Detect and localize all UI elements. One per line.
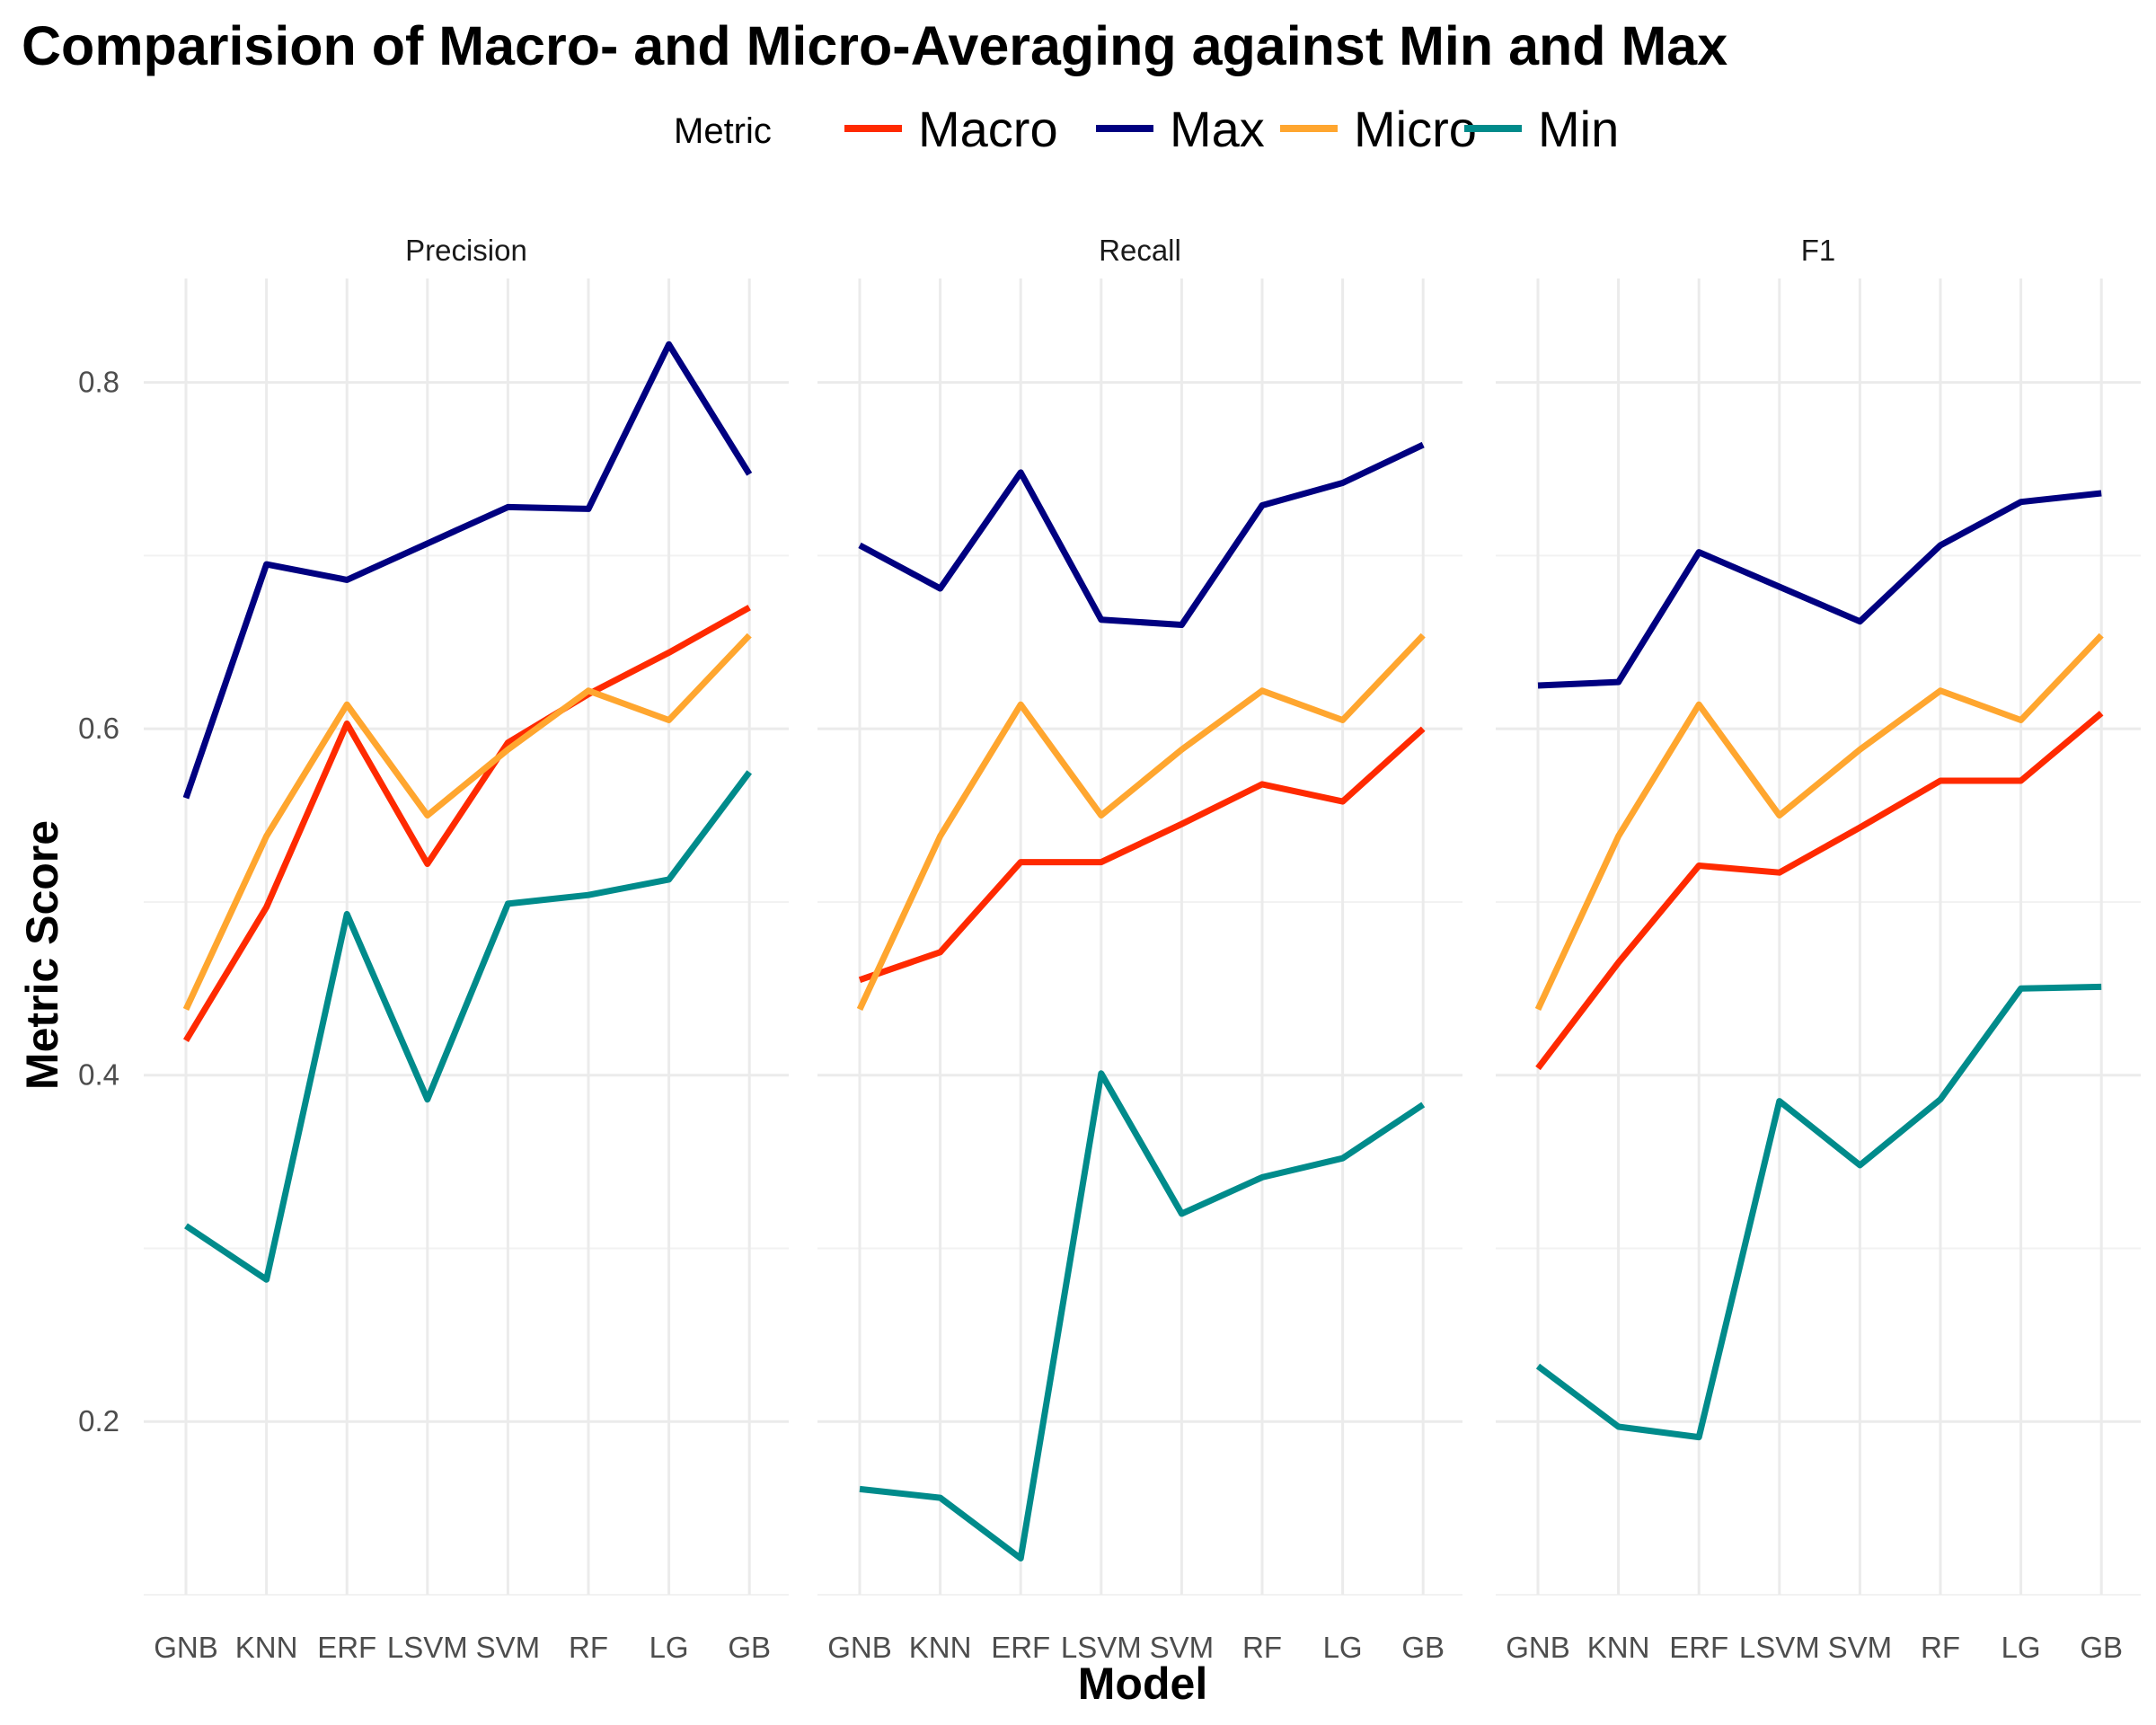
x-tick-label: LG bbox=[1323, 1631, 1363, 1664]
legend-label-max: Max bbox=[1170, 101, 1265, 157]
series-line-macro-recall bbox=[858, 726, 1426, 984]
y-tick-label: 0.2 bbox=[78, 1404, 119, 1438]
strip-label-f1: F1 bbox=[1801, 234, 1836, 267]
x-tick-label: RF bbox=[1921, 1631, 1960, 1664]
x-tick-label: ERF bbox=[1669, 1631, 1728, 1664]
series-line-min-f1 bbox=[1535, 983, 2102, 1441]
x-tick-label: SVM bbox=[476, 1631, 541, 1664]
series-line-micro-precision bbox=[182, 632, 752, 1011]
x-tick-label: GNB bbox=[827, 1631, 892, 1664]
legend-label-micro: Micro bbox=[1354, 101, 1477, 157]
x-tick-label: KNN bbox=[909, 1631, 972, 1664]
x-tick-label: GNB bbox=[154, 1631, 218, 1664]
x-tick-label: KNN bbox=[235, 1631, 298, 1664]
y-tick-label: 0.6 bbox=[78, 712, 119, 745]
x-tick-label: RF bbox=[569, 1631, 608, 1664]
legend: Metric Macro Max Micro Min bbox=[674, 101, 1619, 157]
strip-label-recall: Recall bbox=[1099, 234, 1181, 267]
series-line-macro-precision bbox=[183, 605, 751, 1043]
x-tick-label: GB bbox=[728, 1631, 771, 1664]
series-line-micro-f1 bbox=[1534, 632, 2104, 1011]
series-line-max-recall bbox=[858, 441, 1425, 628]
x-axis-title: Model bbox=[1078, 1659, 1207, 1709]
panel-precision: Precision GNB KNN ERF LSVM SVM RF LG GB bbox=[144, 234, 789, 1664]
series-line-max-precision bbox=[182, 341, 753, 800]
x-tick-label: LSVM bbox=[387, 1631, 468, 1664]
y-axis: 0.2 0.4 0.6 0.8 bbox=[78, 366, 119, 1438]
x-tick-label: LSVM bbox=[1061, 1631, 1142, 1664]
x-tick-label: GNB bbox=[1506, 1631, 1570, 1664]
x-tick-label: GB bbox=[1401, 1631, 1445, 1664]
panel-f1: F1 GNB KNN ERF LSVM SVM RF LG GB bbox=[1496, 234, 2141, 1664]
legend-label-min: Min bbox=[1538, 101, 1619, 157]
strip-label-precision: Precision bbox=[405, 234, 527, 267]
x-tick-label: ERF bbox=[991, 1631, 1050, 1664]
legend-title: Metric bbox=[674, 111, 772, 151]
series-line-max-f1 bbox=[1537, 490, 2102, 689]
y-axis-title: Metric Score bbox=[17, 820, 67, 1090]
x-tick-label: LSVM bbox=[1739, 1631, 1820, 1664]
panel-recall: Recall GNB KNN ERF LSVM SVM RF LG GB bbox=[817, 234, 1462, 1664]
x-tick-label: RF bbox=[1242, 1631, 1282, 1664]
y-tick-label: 0.8 bbox=[78, 366, 119, 399]
y-tick-label: 0.4 bbox=[78, 1058, 119, 1092]
x-tick-label: SVM bbox=[1828, 1631, 1893, 1664]
x-tick-label: LG bbox=[649, 1631, 689, 1664]
series-line-macro-f1 bbox=[1535, 711, 2104, 1071]
x-tick-label: SVM bbox=[1150, 1631, 1215, 1664]
x-tick-label: LG bbox=[2001, 1631, 2041, 1664]
chart-title: Comparision of Macro- and Micro-Averagin… bbox=[22, 15, 1727, 76]
x-tick-label: GB bbox=[2080, 1631, 2123, 1664]
series-line-micro-recall bbox=[856, 632, 1426, 1011]
x-tick-label: KNN bbox=[1587, 1631, 1650, 1664]
series-line-min-precision bbox=[184, 770, 753, 1283]
series-line-min-recall bbox=[859, 1070, 1426, 1561]
x-tick-label: ERF bbox=[317, 1631, 376, 1664]
legend-label-macro: Macro bbox=[918, 101, 1058, 157]
